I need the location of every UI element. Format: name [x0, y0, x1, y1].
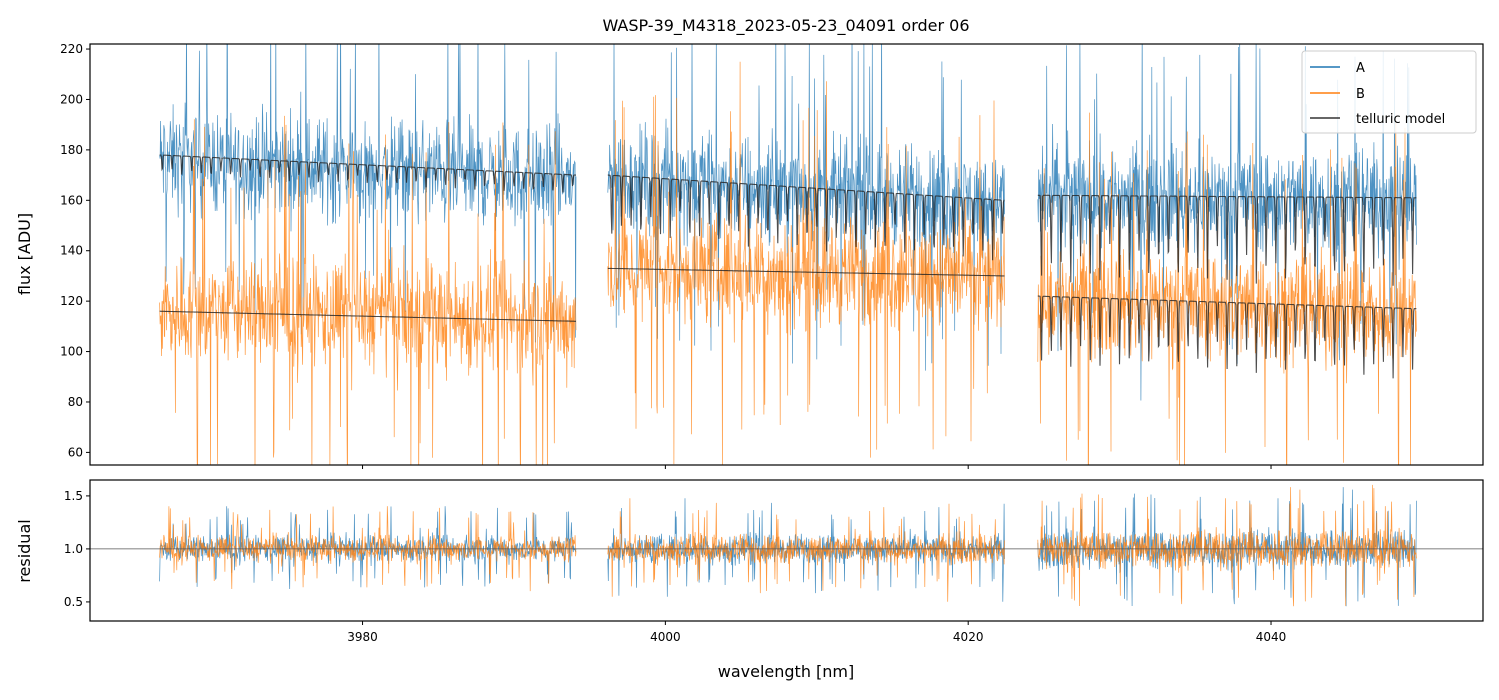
axes: 60 80 100 120 140 160 180 200 220 0.5 1.0 1.5 3980 40…	[60, 42, 1286, 644]
top-y-tick-label-180: 180	[60, 143, 83, 157]
telluric-model-2-segment-3	[1037, 295, 1417, 379]
bottom-y-axis-label: residual	[15, 519, 34, 582]
bottom-panel-frame	[89, 479, 1484, 622]
top-y-axis-label: flux [ADU]	[15, 213, 34, 295]
bottom-y-tick-label-2: 1.5	[64, 489, 83, 503]
legend-box	[1301, 50, 1477, 134]
top-y-tick-label-80: 80	[68, 395, 83, 409]
top-y-tick-label-60: 60	[68, 445, 83, 459]
top-y-tick-label-100: 100	[60, 345, 83, 359]
telluric-model-1-segment-1	[159, 154, 576, 193]
top-panel-data	[159, 44, 1417, 465]
top-y-tick-label-200: 200	[60, 92, 83, 106]
top-panel-frame	[89, 43, 1484, 466]
telluric-model-1-segment-3	[1037, 194, 1417, 286]
legend-label-a: A	[1356, 61, 1365, 76]
x-axis-label: wavelength [nm]	[718, 662, 855, 681]
top-y-tick-label-120: 120	[60, 294, 83, 308]
telluric-model-1-segment-2	[607, 174, 1005, 261]
top-y-tick-label-220: 220	[60, 42, 83, 56]
residual-b-segment-1	[159, 506, 577, 592]
series-b-segment-1	[159, 115, 577, 465]
x-tick-label-3980: 3980	[347, 630, 378, 644]
series-a-segment-2	[607, 44, 1005, 371]
series-b-segment-2	[607, 61, 1005, 465]
bottom-panel-data	[90, 484, 1483, 607]
legend-label-b: B	[1356, 87, 1365, 102]
series-a-segment-1	[159, 44, 577, 343]
legend-label-telluric: telluric model	[1356, 112, 1445, 127]
top-y-tick-label-140: 140	[60, 244, 83, 258]
bottom-y-tick-label-1: 1.0	[64, 542, 83, 556]
legend: A B telluric model	[1301, 50, 1477, 134]
telluric-model-2-segment-1	[159, 310, 576, 322]
residual-b-segment-2	[607, 498, 1005, 602]
x-tick-label-4000: 4000	[650, 630, 681, 644]
telluric-model-2-segment-2	[607, 267, 1005, 277]
x-tick-label-4020: 4020	[953, 630, 984, 644]
residual-b-segment-3	[1037, 484, 1417, 607]
chart-title: WASP-39_M4318_2023-05-23_04091 order 06	[602, 16, 969, 36]
x-tick-label-4040: 4040	[1256, 630, 1287, 644]
top-y-tick-label-160: 160	[60, 193, 83, 207]
bottom-y-tick-label-0: 0.5	[64, 595, 83, 609]
